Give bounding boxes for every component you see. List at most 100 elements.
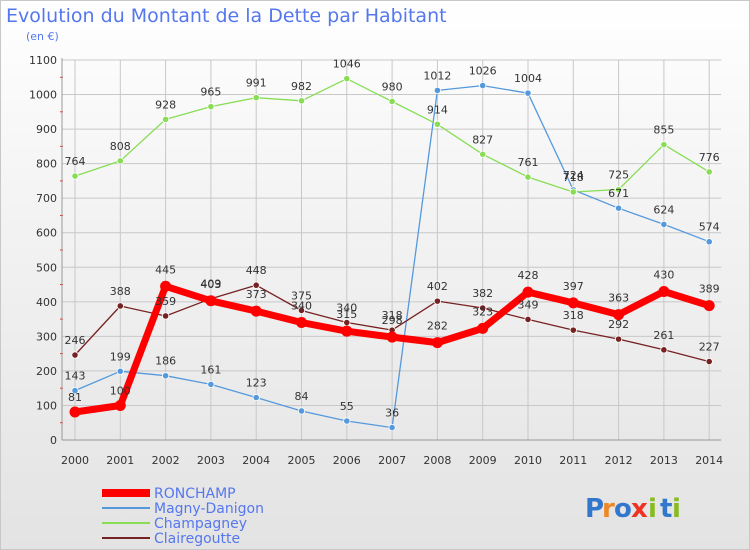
data-label: 246 xyxy=(65,334,86,347)
data-point xyxy=(343,75,351,83)
data-point xyxy=(433,120,441,128)
data-point xyxy=(296,317,307,329)
data-label: 55 xyxy=(340,400,354,413)
x-tick-label: 2000 xyxy=(61,454,89,467)
data-labels: 143 199 186 161 123 84 55 36 1012 1026 1004 724 671 6… xyxy=(65,58,720,420)
logo-letter: t xyxy=(660,494,672,524)
data-label: 671 xyxy=(608,187,629,200)
data-label: 1012 xyxy=(423,69,451,82)
data-label: 382 xyxy=(472,287,493,300)
data-point xyxy=(207,103,215,111)
data-point xyxy=(614,204,623,212)
data-label: 761 xyxy=(518,156,539,169)
data-label: 982 xyxy=(291,80,312,93)
data-point xyxy=(613,309,625,321)
data-point xyxy=(114,399,126,411)
data-label: 227 xyxy=(699,341,720,354)
data-label: 340 xyxy=(291,300,312,313)
data-point xyxy=(433,297,441,305)
data-point xyxy=(116,367,124,375)
x-tick-label: 2010 xyxy=(514,454,542,467)
data-points xyxy=(69,75,715,432)
data-point xyxy=(252,393,260,402)
x-tick-label: 2003 xyxy=(197,454,225,467)
data-label: 81 xyxy=(68,391,82,404)
y-tick-label: 100 xyxy=(36,399,57,412)
y-tick-label: 900 xyxy=(36,123,57,136)
data-label: 1004 xyxy=(514,72,542,85)
y-tick-label: 500 xyxy=(36,261,57,274)
data-point xyxy=(524,315,532,324)
data-point xyxy=(477,322,489,334)
data-label: 808 xyxy=(110,140,131,153)
data-point xyxy=(524,89,532,97)
y-tick-label: 800 xyxy=(36,158,57,171)
x-tick-label: 2007 xyxy=(378,454,406,467)
data-label: 84 xyxy=(295,390,309,403)
data-label: 340 xyxy=(336,302,357,315)
data-label: 430 xyxy=(653,268,674,281)
data-point xyxy=(479,150,487,158)
data-label: 143 xyxy=(65,370,86,383)
data-point xyxy=(388,423,396,432)
data-label: 991 xyxy=(246,77,267,90)
data-label: 389 xyxy=(699,283,720,296)
chart-subtitle: (en €) xyxy=(26,30,59,43)
data-point xyxy=(660,220,668,229)
y-tick-label: 300 xyxy=(36,330,57,343)
data-point xyxy=(705,168,713,176)
data-label: 965 xyxy=(200,86,221,99)
data-label: 980 xyxy=(382,80,403,93)
data-label: 199 xyxy=(110,350,131,363)
legend-label: Champagney xyxy=(154,516,247,532)
data-point xyxy=(252,281,260,289)
data-point xyxy=(297,306,306,315)
data-point xyxy=(341,325,353,337)
x-tick-label: 2001 xyxy=(106,454,134,467)
x-tick-label: 2005 xyxy=(288,454,316,467)
data-label: 448 xyxy=(246,264,267,277)
data-label: 292 xyxy=(608,318,629,331)
data-point xyxy=(569,188,577,196)
data-point xyxy=(703,300,715,312)
data-label: 402 xyxy=(427,280,448,293)
y-tick-label: 1100 xyxy=(29,54,57,67)
x-tick-label: 2008 xyxy=(423,454,451,467)
data-point xyxy=(658,285,670,297)
data-label: 574 xyxy=(699,221,720,234)
data-label: 928 xyxy=(155,98,176,111)
data-label: 718 xyxy=(563,171,584,184)
data-label: 282 xyxy=(427,320,448,333)
data-point xyxy=(162,115,170,124)
data-label: 764 xyxy=(65,155,86,168)
data-point xyxy=(433,86,441,95)
x-tick-label: 2004 xyxy=(242,454,270,467)
data-point xyxy=(162,312,170,320)
data-label: 1026 xyxy=(469,65,497,78)
data-label: 624 xyxy=(653,203,674,216)
data-point xyxy=(205,295,217,307)
x-tick-label: 2009 xyxy=(469,454,497,467)
data-label: 261 xyxy=(653,329,674,342)
logo-letter: P xyxy=(585,494,604,524)
data-label: 298 xyxy=(382,314,403,327)
y-tick-label: 600 xyxy=(36,227,57,240)
y-tick-label: 700 xyxy=(36,192,57,205)
data-label: 724 xyxy=(563,169,584,182)
data-point xyxy=(614,185,623,194)
data-point xyxy=(250,305,262,317)
data-label: 403 xyxy=(200,278,221,291)
data-point xyxy=(431,337,443,349)
x-tick-label: 2011 xyxy=(559,454,587,467)
data-point xyxy=(252,94,260,102)
data-point xyxy=(386,331,398,343)
logo-letter: i xyxy=(648,494,657,524)
data-label: 161 xyxy=(200,363,221,376)
data-label: 359 xyxy=(155,295,176,308)
y-tick-label: 0 xyxy=(50,434,57,447)
data-point xyxy=(660,141,668,149)
grid xyxy=(62,59,722,441)
axes: 0 100 200 300 400 500 600 700 800 900 1000 1100 2000… xyxy=(29,54,723,467)
data-point xyxy=(479,81,487,90)
data-point xyxy=(71,172,79,180)
